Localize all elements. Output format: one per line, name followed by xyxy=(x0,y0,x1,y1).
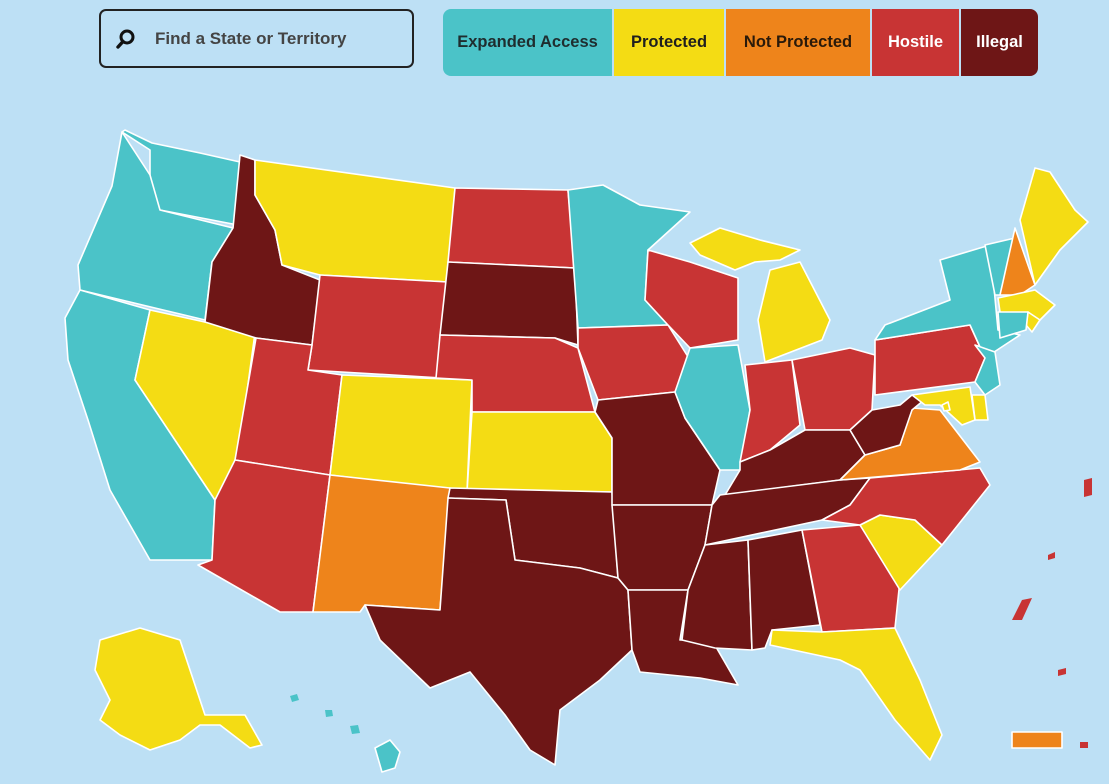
search-icon xyxy=(116,29,135,49)
legend-protected[interactable]: Protected xyxy=(614,9,724,76)
state-iowa[interactable] xyxy=(577,324,691,401)
search-input[interactable] xyxy=(153,27,397,50)
state-montana[interactable] xyxy=(254,159,456,283)
state-georgia[interactable] xyxy=(801,524,901,633)
legend-illegal[interactable]: Illegal xyxy=(961,9,1038,76)
state-colorado[interactable] xyxy=(329,374,473,493)
state-south-dakota[interactable] xyxy=(439,261,579,346)
state-connecticut[interactable] xyxy=(997,311,1029,339)
state-kansas[interactable] xyxy=(466,411,613,493)
state-texas[interactable] xyxy=(364,497,633,766)
state-north-carolina[interactable] xyxy=(821,467,991,546)
state-wyoming[interactable] xyxy=(307,274,449,379)
state-alaska[interactable] xyxy=(94,627,263,751)
island-northern-mariana[interactable] xyxy=(1084,478,1092,497)
search-box[interactable] xyxy=(99,9,414,68)
state-wisconsin[interactable] xyxy=(644,249,739,349)
state-new-mexico[interactable] xyxy=(312,474,451,613)
legend-hostile[interactable]: Hostile xyxy=(872,9,959,76)
island-american-samoa-2[interactable] xyxy=(1058,668,1066,676)
state-hawaii[interactable] xyxy=(374,739,401,773)
state-puerto-rico[interactable] xyxy=(1011,731,1063,749)
state-michigan[interactable] xyxy=(689,227,831,363)
state-north-dakota[interactable] xyxy=(447,187,576,269)
island-markers xyxy=(290,478,1092,748)
island-guam[interactable] xyxy=(1012,598,1032,620)
state-florida[interactable] xyxy=(769,627,943,761)
legend-not-protected[interactable]: Not Protected xyxy=(726,9,870,76)
state-district-of-columbia[interactable] xyxy=(941,401,951,412)
state-maine[interactable] xyxy=(1019,167,1089,286)
hawaii-island-molokai[interactable] xyxy=(350,725,360,734)
island-american-samoa[interactable] xyxy=(1048,552,1055,560)
hawaii-island-maui[interactable] xyxy=(325,710,333,717)
legend: Expanded Access Protected Not Protected … xyxy=(443,9,1038,76)
legend-expanded-access[interactable]: Expanded Access xyxy=(443,9,612,76)
hawaii-island-oahu[interactable] xyxy=(290,694,299,702)
island-virgin-islands[interactable] xyxy=(1080,742,1088,748)
state-illinois[interactable] xyxy=(674,344,751,471)
